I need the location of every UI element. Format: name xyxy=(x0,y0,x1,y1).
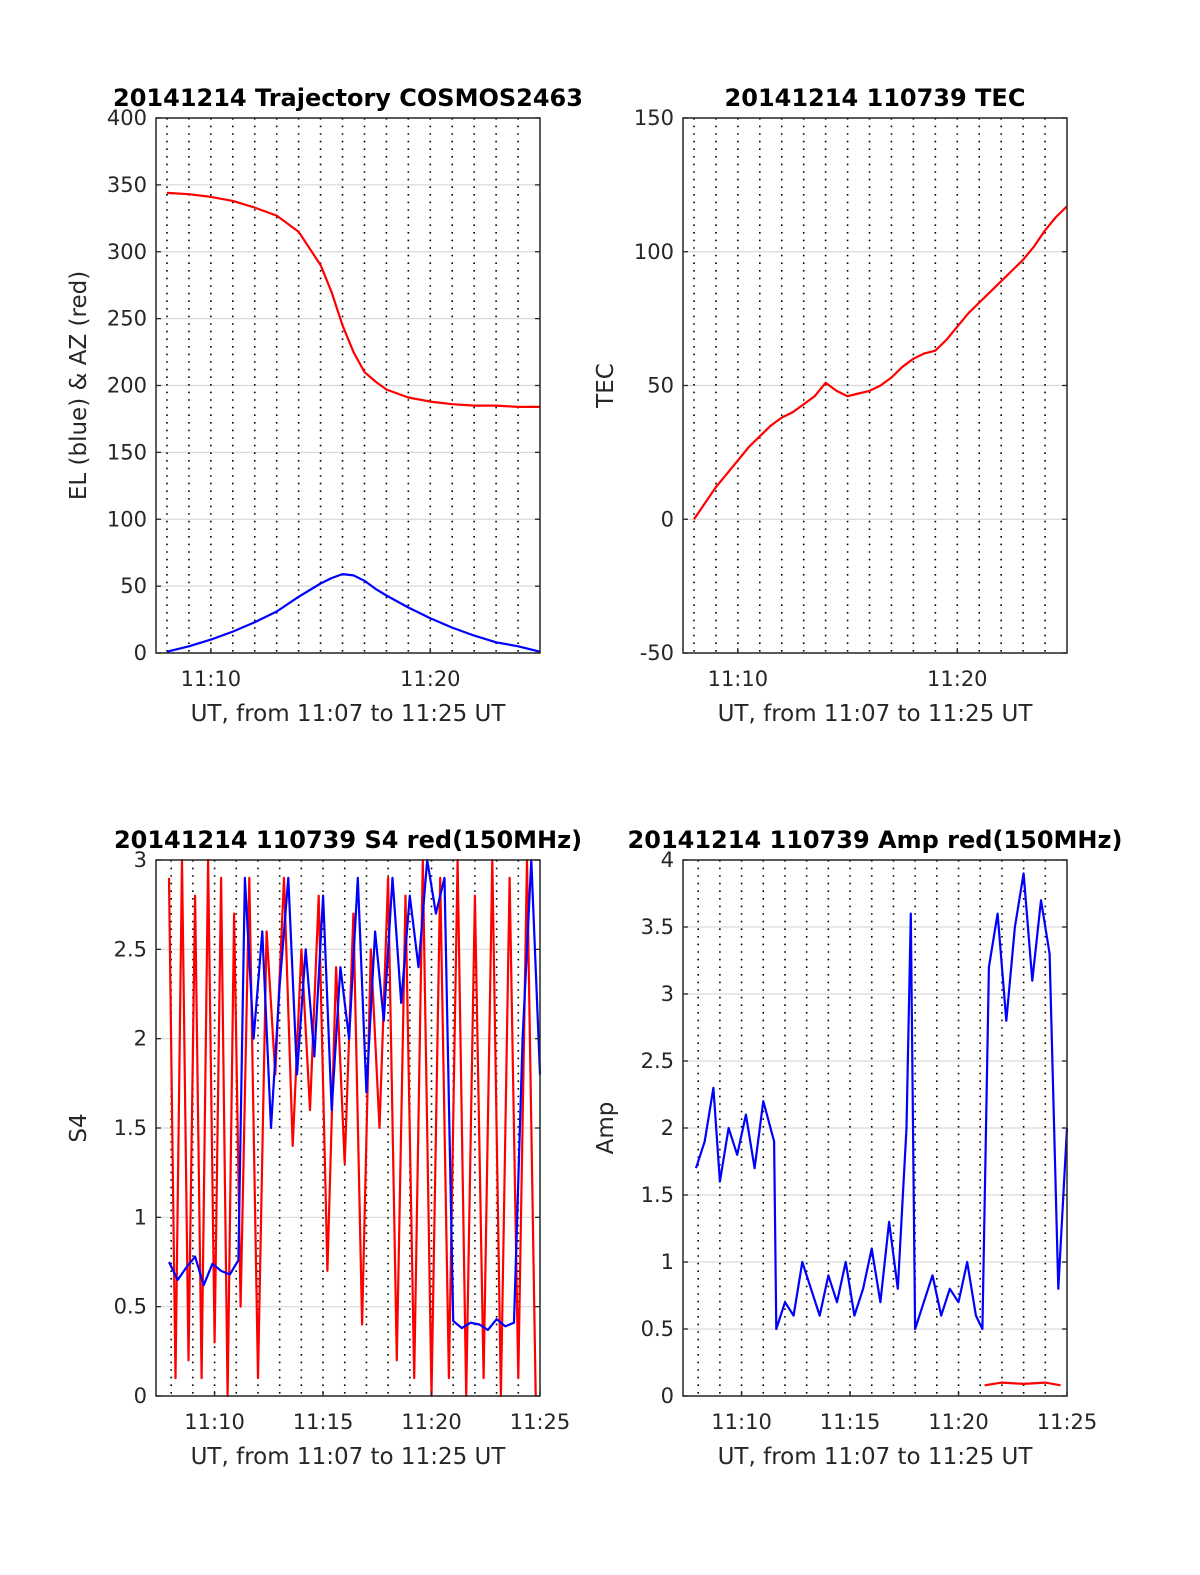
data-series-2 xyxy=(694,872,1069,1331)
y-tick-label: 150 xyxy=(107,440,147,464)
y-tick-label: 150 xyxy=(634,106,674,130)
x-tick-label: 11:20 xyxy=(401,1410,462,1434)
chart-panel-3: 0 0.5 1 1.5 2 2.5 3 11:10 11:15 11:20 11:25 2014121… xyxy=(66,826,582,1470)
y-tick-label: 3 xyxy=(661,982,674,1006)
data-series-2 xyxy=(168,858,542,1332)
y-tick-label: 0.5 xyxy=(114,1295,147,1319)
y-axis-label: TEC xyxy=(593,363,619,409)
x-tick-label: 11:20 xyxy=(928,1410,989,1434)
y-tick-label: 0.5 xyxy=(641,1317,674,1341)
y-tick-label: 2 xyxy=(661,1116,674,1140)
y-tick-label: 2.5 xyxy=(114,937,147,961)
x-tick-label: 11:10 xyxy=(181,667,242,691)
chart-title: 20141214 110739 TEC xyxy=(725,84,1026,112)
y-tick-label: 0 xyxy=(134,1384,147,1408)
y-tick-label: 1.5 xyxy=(641,1183,674,1207)
y-tick-label: 2 xyxy=(134,1027,147,1051)
chart-panel-2: -50 0 50 100 150 11:10 11:20 20141214 110739 TE… xyxy=(593,84,1068,727)
x-tick-label: 11:20 xyxy=(927,667,988,691)
y-tick-label: 1.5 xyxy=(114,1116,147,1140)
y-tick-label: 3 xyxy=(134,848,147,872)
x-tick-label: 11:15 xyxy=(293,1410,354,1434)
data-series-1 xyxy=(693,205,1068,520)
chart-panel-1: 0 50 100 150 200 250 300 350 400 11:10 11:20 201412… xyxy=(66,84,583,727)
chart-panel-4: 0 0.5 1 1.5 2 2.5 3 3.5 4 11:10 11:15 11:20 11:25 201… xyxy=(593,826,1122,1470)
y-tick-label: 350 xyxy=(107,173,147,197)
y-tick-label: 2.5 xyxy=(641,1049,674,1073)
x-axis-label: UT, from 11:07 to 11:25 UT xyxy=(191,701,507,727)
data-series-2 xyxy=(166,572,541,653)
y-tick-label: 1 xyxy=(661,1250,674,1274)
x-tick-label: 11:25 xyxy=(510,1410,571,1434)
x-tick-label: 11:10 xyxy=(708,667,769,691)
y-axis-label: Amp xyxy=(593,1102,619,1155)
y-tick-label: 3.5 xyxy=(641,915,674,939)
x-tick-label: 11:10 xyxy=(184,1410,245,1434)
x-axis-label: UT, from 11:07 to 11:25 UT xyxy=(718,701,1034,727)
chart-title: 20141214 110739 Amp red(150MHz) xyxy=(628,826,1123,854)
chart-title: 20141214 Trajectory COSMOS2463 xyxy=(113,84,583,112)
y-tick-label: 300 xyxy=(107,240,147,264)
x-tick-label: 11:25 xyxy=(1037,1410,1098,1434)
x-tick-label: 11:20 xyxy=(400,667,461,691)
y-tick-label: 4 xyxy=(661,848,674,872)
y-tick-label: 50 xyxy=(647,374,674,398)
y-tick-label: -50 xyxy=(640,641,674,665)
y-tick-label: 0 xyxy=(134,641,147,665)
data-series-1 xyxy=(167,858,537,1398)
y-tick-label: 250 xyxy=(107,307,147,331)
y-tick-label: 0 xyxy=(661,1384,674,1408)
y-tick-label: 100 xyxy=(634,240,674,264)
chart-title: 20141214 110739 S4 red(150MHz) xyxy=(114,826,582,854)
x-tick-label: 11:15 xyxy=(820,1410,881,1434)
y-tick-label: 200 xyxy=(107,374,147,398)
y-tick-label: 50 xyxy=(120,574,147,598)
data-series-1 xyxy=(166,191,540,408)
y-tick-label: 400 xyxy=(107,106,147,130)
y-axis-label: EL (blue) & AZ (red) xyxy=(66,271,92,500)
y-axis-label: S4 xyxy=(66,1113,92,1142)
data-series-1 xyxy=(984,1381,1061,1387)
x-axis-label: UT, from 11:07 to 11:25 UT xyxy=(718,1444,1034,1470)
x-axis-label: UT, from 11:07 to 11:25 UT xyxy=(191,1444,507,1470)
x-tick-label: 11:10 xyxy=(711,1410,772,1434)
y-tick-label: 100 xyxy=(107,507,147,531)
y-tick-label: 1 xyxy=(134,1205,147,1229)
y-tick-label: 0 xyxy=(661,507,674,531)
